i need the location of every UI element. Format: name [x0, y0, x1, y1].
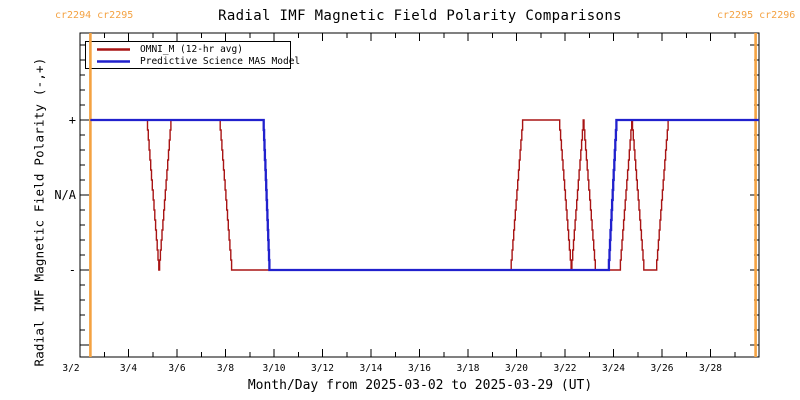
x-tick-label: 3/18: [457, 363, 480, 374]
x-tick-label: 3/28: [699, 363, 722, 374]
y-tick-label: N/A: [54, 188, 76, 202]
omni-series-line: [90, 119, 759, 271]
carrington-label-right: cr2295 cr2296: [717, 10, 796, 21]
x-tick-label: 3/6: [168, 363, 185, 374]
legend-box: [85, 41, 291, 69]
chart-title: Radial IMF Magnetic Field Polarity Compa…: [218, 8, 622, 24]
x-tick-label: 3/2: [62, 363, 79, 374]
y-tick-labels: + N/A -: [54, 113, 76, 277]
x-tick-label: 3/14: [360, 363, 383, 374]
legend-label-mas: Predictive Science MAS Model: [140, 56, 301, 67]
legend-label-omni: OMNI_M (12-hr avg): [140, 44, 243, 55]
y-axis-ticks: [80, 44, 759, 346]
x-axis-title: Month/Day from 2025-03-02 to 2025-03-29 …: [247, 378, 593, 393]
plot-border: [79, 32, 760, 358]
x-tick-label: 3/24: [602, 363, 625, 374]
x-tick-label: 3/4: [120, 363, 137, 374]
x-axis-ticks: [79, 33, 760, 357]
x-tick-label: 3/22: [554, 363, 577, 374]
x-tick-label: 3/16: [408, 363, 431, 374]
x-tick-label: 3/20: [505, 363, 528, 374]
x-tick-label: 3/10: [263, 363, 286, 374]
x-tick-label: 3/12: [311, 363, 334, 374]
x-tick-label: 3/8: [217, 363, 234, 374]
x-tick-label: 3/26: [651, 363, 674, 374]
mas-series-line: [90, 118, 759, 272]
y-tick-label: +: [69, 113, 76, 127]
y-axis-title: Radial IMF Magnetic Field Polarity (-,+): [31, 57, 47, 367]
x-tick-labels: 3/2 3/4 3/6 3/8 3/10 3/12 3/14 3/16 3/18 3/20 3/22…: [62, 363, 722, 374]
carrington-label-left: cr2294 cr2295: [55, 10, 134, 21]
y-tick-label: -: [69, 263, 76, 277]
